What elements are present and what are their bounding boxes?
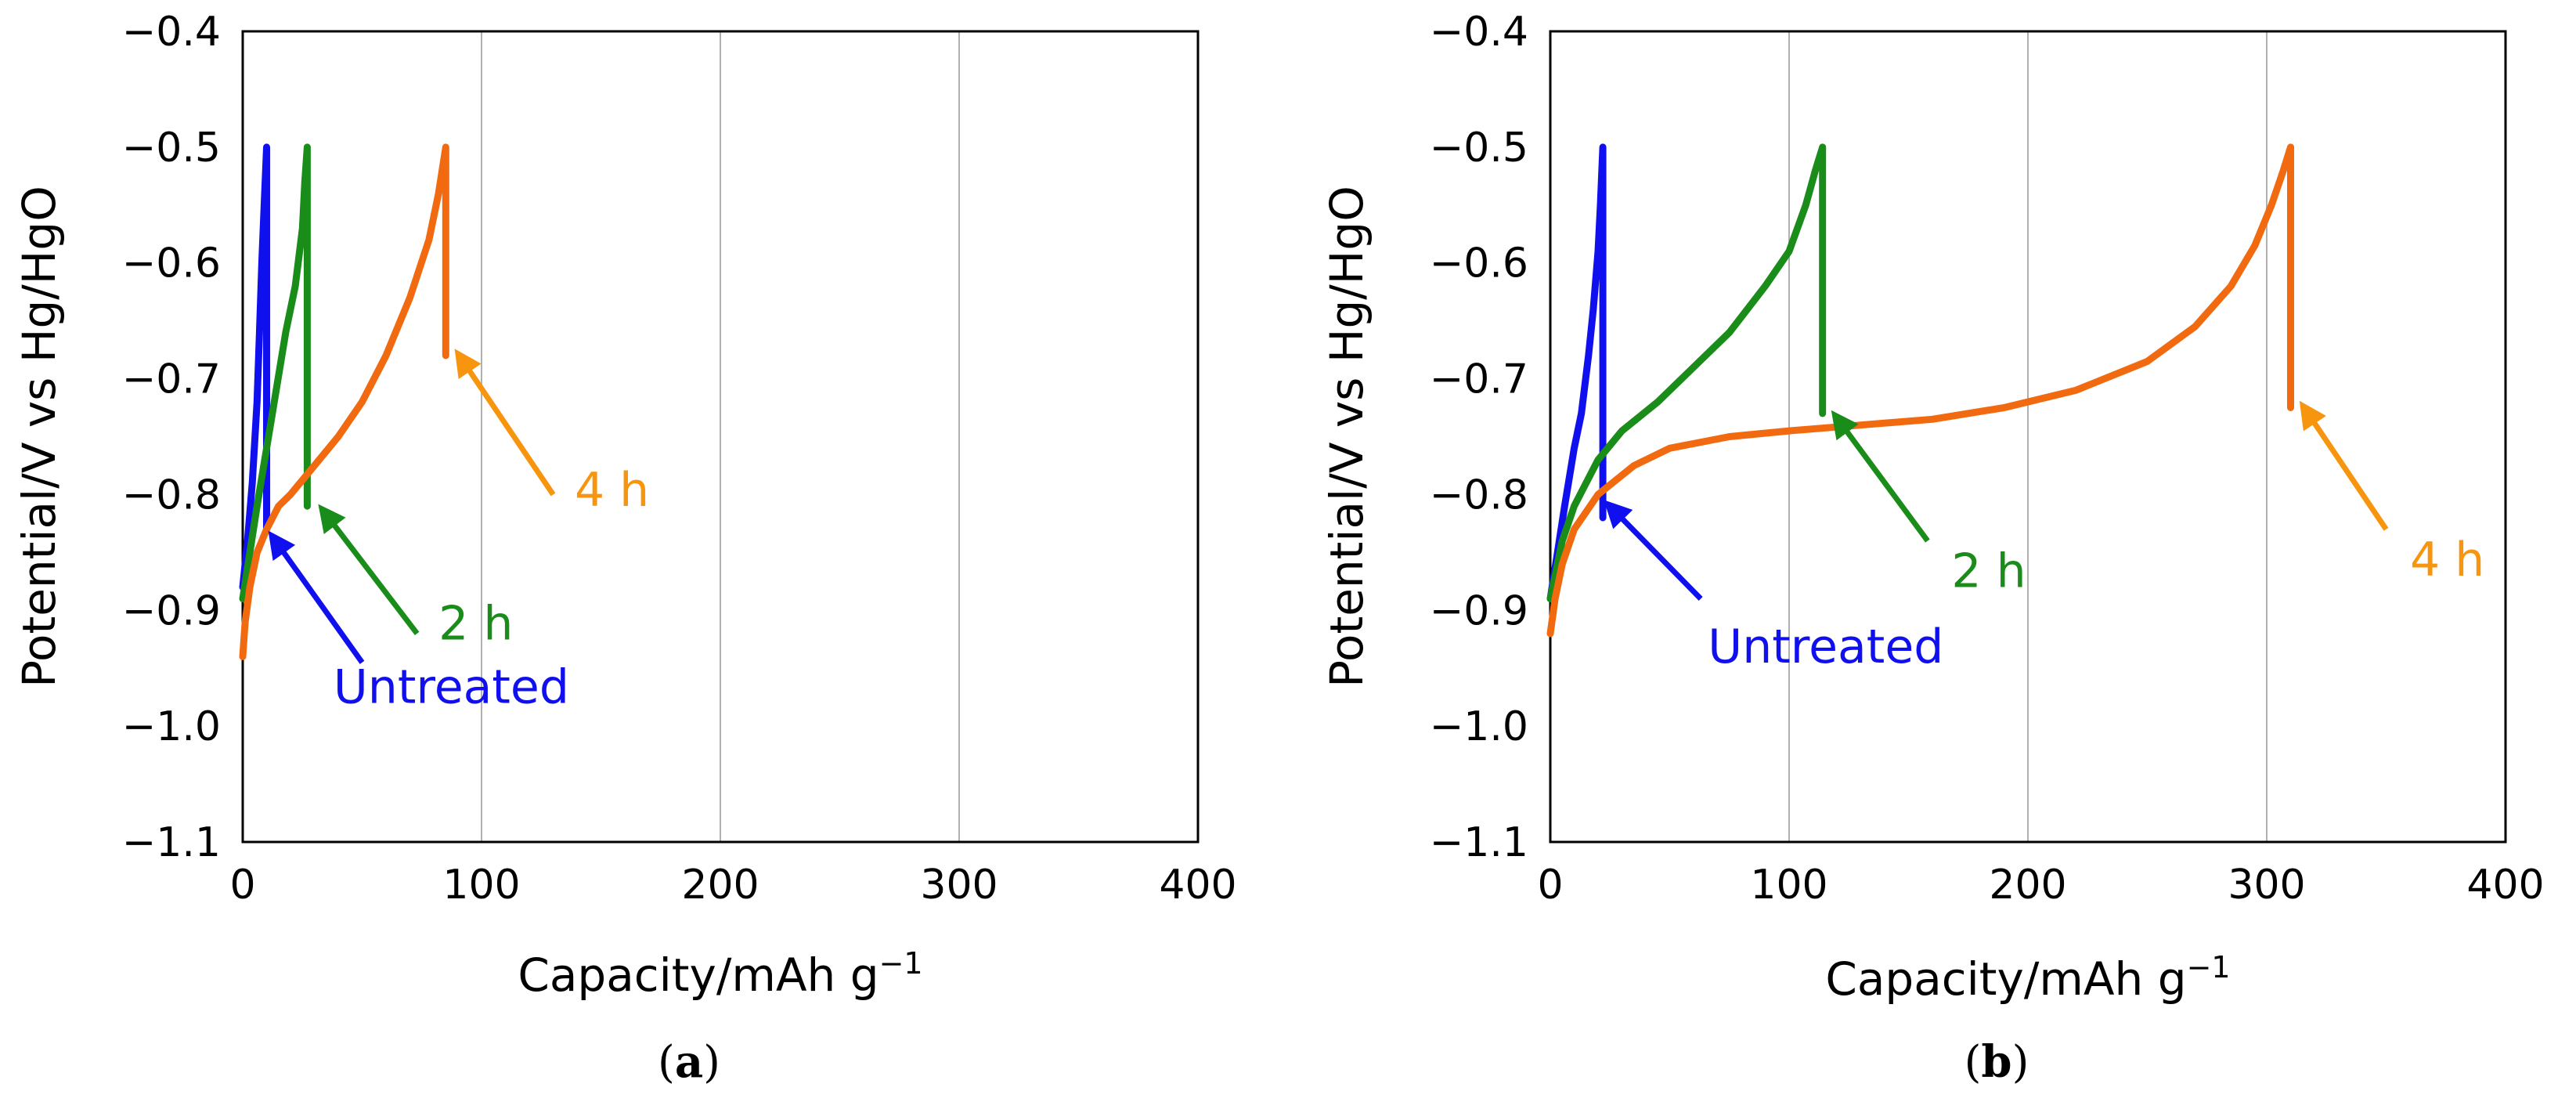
y-tick-label: −0.5: [1430, 125, 1528, 172]
y-tick-label: −0.6: [122, 240, 221, 287]
x-tick-label: 0: [229, 862, 255, 909]
annotation-label-untreated: Untreated: [334, 660, 569, 715]
panel-a: 0 100 200 300 400 −0.4 −0.5 −0.6 −0.7 −0.8 −0.9 −1.…: [13, 9, 1237, 1088]
series-line-untreated: [1546, 143, 1607, 602]
annotation-label-2-h: 2 h: [438, 596, 513, 651]
annotation-arrow: [2299, 400, 2389, 531]
y-tick-label: −0.6: [1430, 240, 1528, 287]
x-tick-label: 400: [2466, 862, 2544, 909]
annotation-arrow: [1831, 410, 1930, 543]
series-line-untreated: [239, 143, 270, 591]
y-axis-label: Potential/V vs Hg/HgO: [13, 186, 66, 688]
x-tick-label: 400: [1159, 862, 1236, 909]
x-axis-label: Capacity/mAh g−1: [1825, 950, 2230, 1006]
plot-frame: [1549, 30, 2507, 844]
y-tick-label: −1.0: [122, 703, 221, 750]
plot-frame: [241, 30, 1200, 844]
x-tick-label: 100: [1750, 862, 1827, 909]
y-tick-label: −1.0: [1430, 703, 1528, 750]
y-tick-label: −0.7: [122, 356, 221, 403]
y-tick-label: −0.9: [1430, 587, 1528, 634]
annotation-label-untreated: Untreated: [1708, 620, 1943, 674]
panel-label: (b): [1964, 1036, 2029, 1088]
y-tick-label: −0.9: [122, 587, 221, 634]
y-tick-label: −1.1: [122, 819, 221, 866]
x-axis-label: Capacity/mAh g−1: [518, 946, 922, 1002]
annotation-arrow: [268, 530, 365, 664]
annotation-label-4-h: 4 h: [2410, 533, 2484, 587]
x-tick-label: 300: [920, 862, 998, 909]
series-line-4-h: [239, 143, 449, 660]
x-tick-label: 0: [1537, 862, 1563, 909]
x-tick-label: 200: [681, 862, 759, 909]
y-tick-label: −0.4: [1430, 9, 1528, 56]
series-line-2-h: [239, 143, 311, 602]
x-tick-label: 200: [1989, 862, 2066, 909]
annotation-label-2-h: 2 h: [1951, 544, 2026, 599]
series-line-2-h: [1546, 143, 1827, 602]
annotation-arrow: [1604, 500, 1703, 601]
y-tick-label: −0.5: [122, 125, 221, 172]
y-axis-label: Potential/V vs Hg/HgO: [1320, 186, 1373, 688]
annotation-arrow: [454, 349, 556, 497]
panel-b: 0 100 200 300 400 −0.4 −0.5 −0.6 −0.7 −0.8 −0.9 −1.…: [1320, 9, 2545, 1088]
y-tick-label: −0.4: [122, 9, 221, 56]
y-tick-label: −0.8: [1430, 472, 1528, 518]
y-tick-label: −1.1: [1430, 819, 1528, 866]
x-tick-label: 300: [2228, 862, 2305, 909]
x-tick-label: 100: [442, 862, 520, 909]
series-line-4-h: [1546, 143, 2294, 638]
y-tick-label: −0.7: [1430, 356, 1528, 403]
panel-label: (a): [658, 1036, 720, 1088]
annotation-label-4-h: 4 h: [575, 463, 649, 518]
annotation-arrow: [318, 504, 420, 635]
y-tick-label: −0.8: [122, 472, 221, 518]
